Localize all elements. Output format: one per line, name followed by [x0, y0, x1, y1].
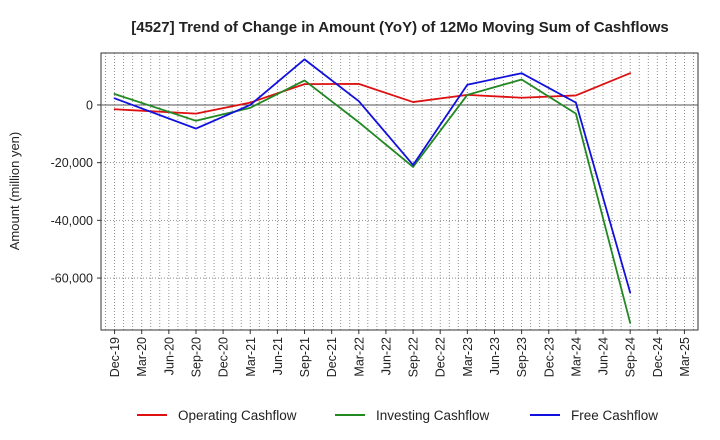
legend: Operating Cashflow Investing Cashflow Free… [137, 408, 658, 423]
x-tick-label: Sep-24 [624, 337, 638, 377]
y-axis-ticks: 0 -20,000 -40,000 -60,000 [51, 98, 101, 286]
plot-frame [100, 52, 699, 331]
x-tick-label: Jun-24 [597, 337, 611, 375]
x-tick-label: Sep-21 [298, 337, 312, 377]
y-tick-label: 0 [86, 98, 93, 112]
x-tick-label: Mar-23 [461, 337, 475, 377]
x-tick-label: Sep-23 [515, 337, 529, 377]
x-tick-label: Dec-22 [434, 337, 448, 377]
x-tick-label: Dec-23 [542, 337, 556, 377]
x-tick-label: Dec-19 [108, 337, 122, 377]
x-tick-label: Mar-20 [135, 337, 149, 377]
series-line-investing-cashflow [113, 78, 632, 324]
x-tick-label: Dec-21 [325, 337, 339, 377]
series-line-free-cashflow [113, 58, 632, 294]
x-tick-label: Mar-22 [352, 337, 366, 377]
y-tick-label: -20,000 [51, 156, 93, 170]
y-axis-label: Amount (million yen) [7, 132, 22, 251]
x-tick-label: Jun-21 [271, 337, 285, 375]
y-tick-label: -40,000 [51, 214, 93, 228]
x-tick-label: Jun-22 [379, 337, 393, 375]
legend-label: Operating Cashflow [178, 408, 297, 423]
legend-label: Investing Cashflow [376, 408, 490, 423]
x-axis-ticks: Dec-19 Mar-20 Jun-20 Sep-20 Dec-20 Mar-21 Jun-… [108, 330, 692, 377]
series-line-operating-cashflow [113, 72, 632, 115]
chart-title: [4527] Trend of Change in Amount (YoY) o… [131, 19, 669, 36]
x-tick-label: Dec-24 [651, 337, 665, 377]
x-tick-label: Mar-24 [569, 337, 583, 377]
x-tick-label: Jun-20 [162, 337, 176, 375]
x-tick-label: Mar-21 [244, 337, 258, 377]
x-tick-label: Dec-20 [217, 337, 231, 377]
legend-label: Free Cashflow [571, 408, 658, 423]
x-tick-label: Mar-25 [678, 337, 692, 377]
x-tick-label: Jun-23 [488, 337, 502, 375]
grid [101, 53, 698, 330]
y-tick-label: -60,000 [51, 272, 93, 286]
x-tick-label: Sep-20 [189, 337, 203, 377]
series [113, 58, 632, 324]
x-tick-label: Sep-22 [407, 337, 421, 377]
